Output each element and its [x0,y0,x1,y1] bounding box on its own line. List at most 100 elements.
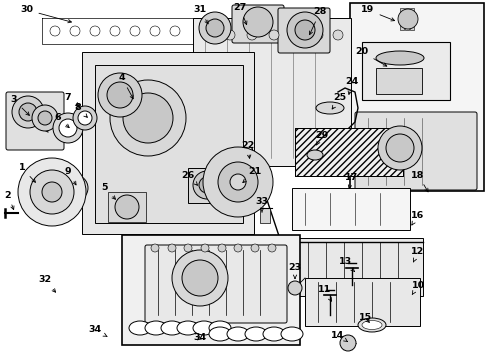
Circle shape [218,244,225,252]
Circle shape [199,177,215,193]
Text: 30: 30 [20,5,71,23]
Circle shape [73,106,97,130]
Circle shape [38,111,52,125]
Ellipse shape [193,321,215,335]
Text: 25: 25 [331,94,346,109]
Ellipse shape [161,321,183,335]
Ellipse shape [129,321,151,335]
Text: 20: 20 [355,48,386,66]
Ellipse shape [244,327,266,341]
Bar [260,208,269,223]
Circle shape [218,162,258,202]
Bar [122,235,299,345]
Circle shape [234,244,242,252]
Ellipse shape [208,321,230,335]
Bar [294,238,422,296]
Circle shape [67,180,83,196]
Circle shape [286,12,323,48]
Circle shape [290,30,301,40]
Bar [305,278,419,326]
Bar [294,128,402,176]
Text: 11: 11 [318,285,331,301]
Circle shape [170,26,180,36]
Ellipse shape [177,321,199,335]
FancyBboxPatch shape [231,5,284,43]
Circle shape [12,96,44,128]
Text: 28: 28 [309,8,326,35]
FancyBboxPatch shape [354,112,476,190]
Circle shape [168,244,176,252]
Circle shape [107,82,133,108]
Circle shape [267,244,275,252]
Circle shape [199,12,230,44]
Circle shape [339,335,355,351]
Ellipse shape [306,150,323,160]
Bar [409,8,413,30]
Circle shape [287,281,302,295]
Circle shape [243,7,272,37]
Circle shape [172,250,227,306]
Circle shape [397,9,417,29]
Text: 16: 16 [410,211,424,225]
Text: 14: 14 [331,330,347,342]
Bar [294,128,402,176]
Bar [82,52,253,234]
Circle shape [123,93,173,143]
Ellipse shape [226,327,248,341]
Text: 9: 9 [64,167,76,185]
Ellipse shape [315,102,343,114]
Bar [95,65,243,223]
Circle shape [294,20,314,40]
Text: 5: 5 [102,184,115,199]
Circle shape [53,113,83,143]
Text: 34: 34 [88,325,107,336]
Circle shape [18,158,86,226]
Text: 21: 21 [243,167,261,183]
Text: 8: 8 [75,104,87,117]
Bar [349,3,483,191]
Circle shape [110,80,185,156]
Text: 7: 7 [64,94,79,106]
Text: 3: 3 [11,95,29,115]
Ellipse shape [263,327,285,341]
Ellipse shape [208,327,230,341]
Circle shape [229,174,245,190]
Text: 10: 10 [410,280,424,295]
Circle shape [183,244,192,252]
Bar [108,192,146,222]
Text: 24: 24 [345,77,358,94]
Text: 27: 27 [233,4,246,24]
Circle shape [32,105,58,131]
Circle shape [59,119,77,137]
Circle shape [205,19,224,37]
Circle shape [70,26,80,36]
Bar [291,188,409,230]
Ellipse shape [357,318,385,332]
Bar [404,8,408,30]
Text: 19: 19 [361,5,394,21]
Text: 12: 12 [410,248,424,262]
Circle shape [151,244,159,252]
Circle shape [201,244,208,252]
Bar [187,168,225,203]
Text: 13: 13 [338,257,354,271]
Text: 26: 26 [181,171,197,185]
Text: 33: 33 [255,198,268,212]
Circle shape [98,73,142,117]
Text: 6: 6 [55,113,69,127]
Circle shape [268,30,279,40]
Text: 31: 31 [193,5,208,24]
Text: 1: 1 [19,163,36,182]
Text: 29: 29 [315,130,328,145]
Circle shape [377,126,421,170]
Circle shape [385,134,413,162]
Ellipse shape [281,327,303,341]
Bar [193,18,350,166]
Ellipse shape [145,321,167,335]
Text: 23: 23 [288,264,301,278]
Text: 17: 17 [345,174,358,189]
Circle shape [193,171,221,199]
Circle shape [203,30,213,40]
Circle shape [130,26,140,36]
FancyBboxPatch shape [278,8,329,53]
